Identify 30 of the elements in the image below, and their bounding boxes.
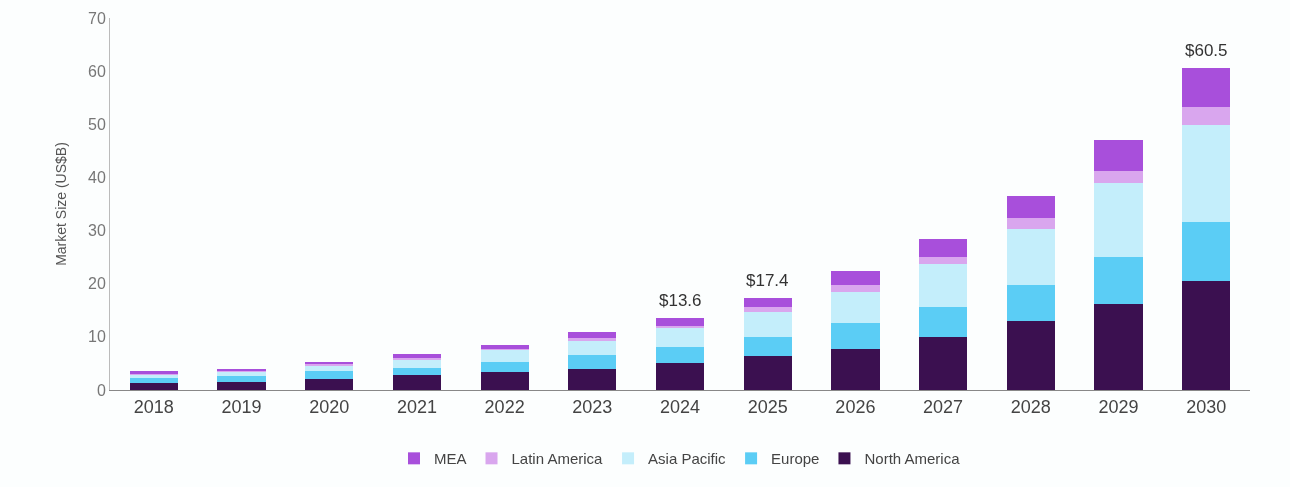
x-tick-label: 2025 <box>747 396 788 417</box>
legend-label: MEA <box>434 450 467 468</box>
y-axis-title: Market Size (US$B) <box>52 142 69 266</box>
x-tick-label: 2018 <box>133 396 174 417</box>
y-tick-label: 70 <box>88 9 106 27</box>
x-tick-label: 2019 <box>221 396 262 417</box>
x-tick-label: 2023 <box>572 396 613 417</box>
y-tick-label: 20 <box>88 275 106 293</box>
y-tick-label: 30 <box>88 222 106 240</box>
x-tick-label: 2029 <box>1098 396 1139 417</box>
y-tick-label: 50 <box>88 115 106 133</box>
x-tick-label: 2021 <box>396 396 437 417</box>
legend-label: Asia Pacific <box>648 450 727 468</box>
total-label: $13.6 <box>659 291 702 310</box>
x-tick-label: 2030 <box>1186 396 1227 417</box>
y-tick-label: 60 <box>88 62 106 80</box>
total-label: $17.4 <box>746 271 789 290</box>
y-tick-label: 40 <box>88 169 106 187</box>
y-tick-label: 0 <box>96 381 106 399</box>
legend-label: Latin America <box>511 450 604 468</box>
x-tick-label: 2022 <box>484 396 525 417</box>
total-label: $60.5 <box>1185 41 1228 60</box>
legend-label: Europe <box>771 450 820 468</box>
x-tick-label: 2024 <box>659 396 701 417</box>
legend-label: North America <box>864 450 961 468</box>
x-tick-label: 2028 <box>1010 396 1051 417</box>
x-tick-label: 2027 <box>923 396 964 417</box>
x-tick-label: 2020 <box>309 396 350 417</box>
x-tick-label: 2026 <box>835 396 876 417</box>
y-tick-label: 10 <box>88 328 106 346</box>
